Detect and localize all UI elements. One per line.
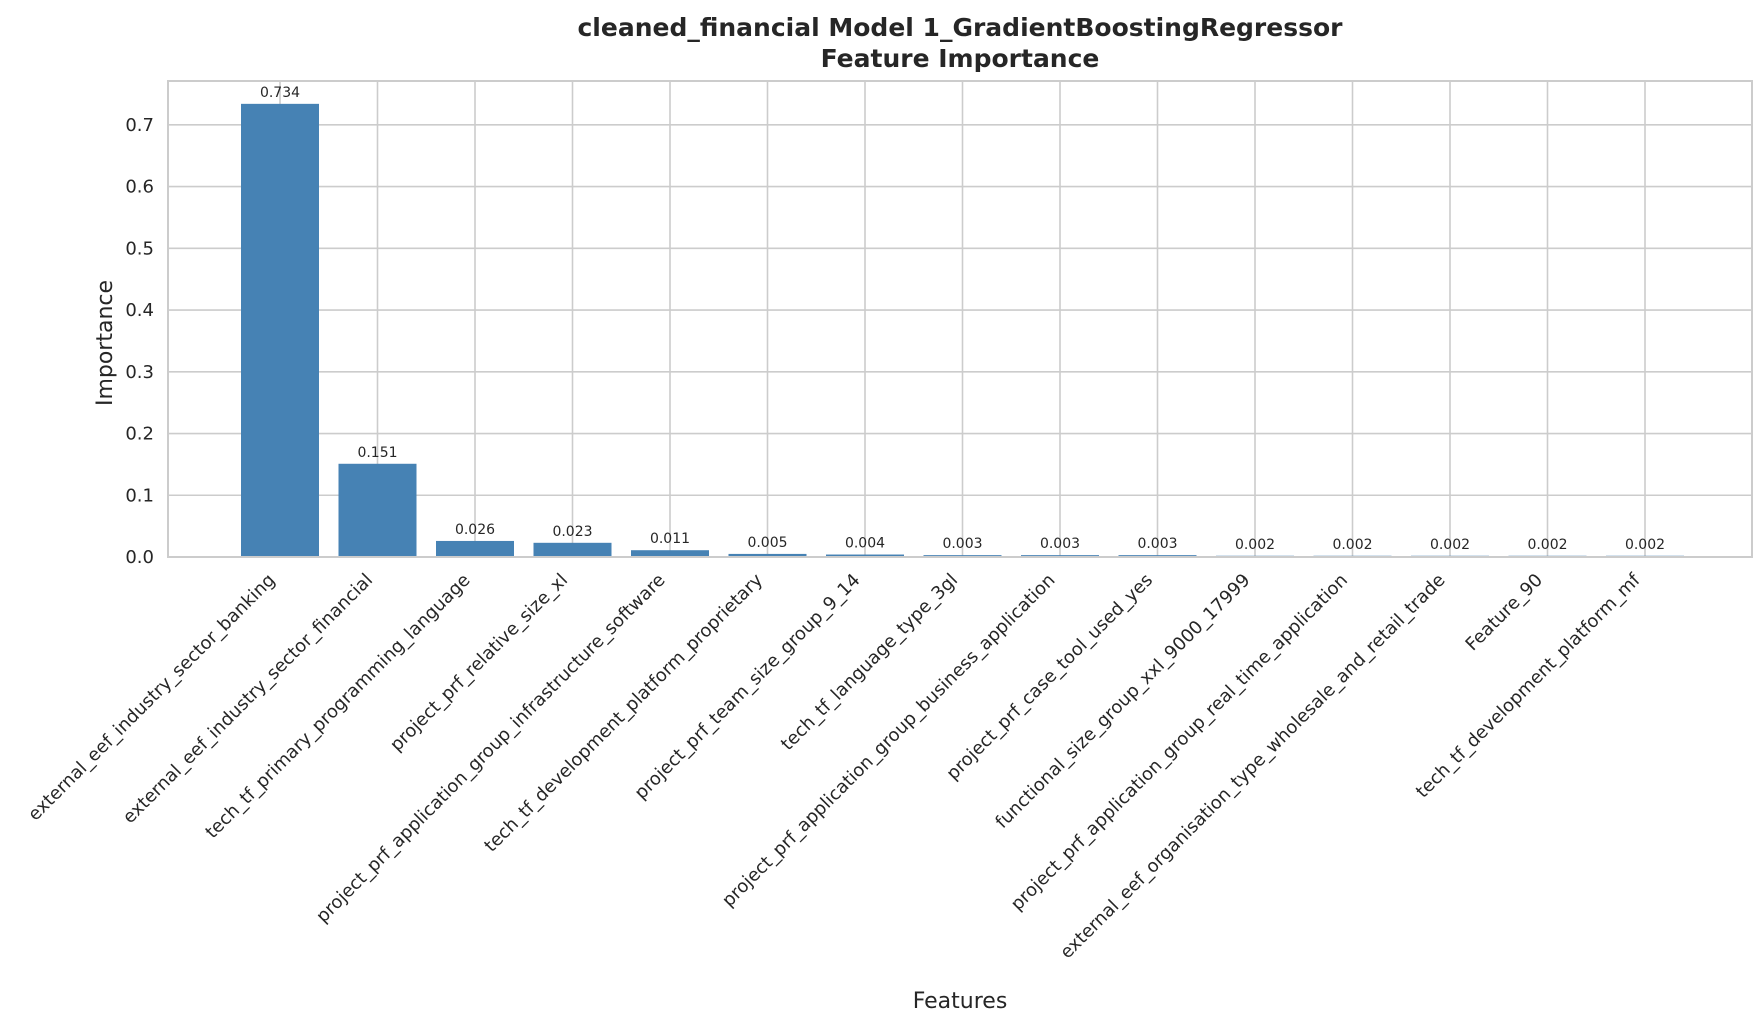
data-label: 0.004 [845, 536, 885, 552]
data-label: 0.002 [1430, 537, 1470, 553]
bar-project_prf_team_size_group_9_14 [826, 554, 904, 557]
chart-title-line2: Feature Importance [821, 44, 1100, 73]
y-tick-label: 0.1 [125, 485, 154, 506]
x-tick-label: project_prf_case_tool_used_yes [942, 570, 1157, 785]
y-axis-label: Importance [93, 280, 118, 406]
data-label: 0.002 [1332, 537, 1372, 553]
x-tick-layer: external_eef_industry_sector_bankingexte… [24, 569, 1645, 963]
grid-layer [168, 81, 1752, 558]
data-label: 0.011 [650, 531, 690, 547]
data-label: 0.003 [1137, 536, 1177, 552]
bar-tech_tf_development_platform_proprietary [728, 553, 807, 557]
bar-project_prf_application_group_infrastructure_software [631, 550, 709, 557]
bar-external_eef_industry_sector_banking [241, 103, 319, 557]
x-tick-label: Feature_90 [1462, 570, 1548, 656]
data-label: 0.151 [357, 445, 397, 461]
y-tick-label: 0.3 [125, 362, 154, 383]
y-tick-label: 0.7 [125, 115, 154, 136]
bar-layer [241, 103, 1684, 557]
data-label: 0.002 [1625, 537, 1665, 553]
y-tick-label: 0.5 [125, 238, 154, 259]
y-tick-layer: 0.0 0.1 0.2 0.3 0.4 0.5 0.6 0.7 [125, 115, 154, 568]
data-label: 0.002 [1235, 537, 1275, 553]
x-tick-label: tech_tf_development_platform_mf [1412, 569, 1645, 802]
plot-frame [167, 80, 1753, 558]
y-tick-label: 0.0 [125, 547, 154, 568]
data-label: 0.005 [747, 535, 787, 551]
data-label: 0.003 [942, 536, 982, 552]
x-tick-label: tech_tf_language_type_3gl [777, 570, 962, 755]
x-tick-label: external_eef_organisation_type_wholesale… [1056, 570, 1449, 963]
bar-external_eef_industry_sector_financial [338, 463, 417, 557]
label-layer: 0.734 0.151 0.026 0.023 0.011 0.005 0.004 0.003… [260, 85, 1665, 553]
x-axis-label: Features [913, 989, 1008, 1014]
data-label: 0.003 [1040, 536, 1080, 552]
data-label: 0.734 [260, 85, 300, 101]
x-tick-label: project_prf_relative_size_xl [386, 570, 572, 756]
data-label: 0.023 [552, 524, 592, 540]
data-label: 0.026 [455, 522, 495, 538]
x-tick-label: project_prf_application_group_real_time_… [1007, 570, 1352, 915]
y-tick-label: 0.6 [125, 177, 154, 198]
y-tick-label: 0.4 [125, 300, 154, 321]
x-tick-label: project_prf_application_group_infrastruc… [312, 570, 669, 927]
data-label: 0.002 [1527, 537, 1567, 553]
chart-title-line1: cleaned_financial Model 1_GradientBoosti… [577, 13, 1343, 42]
x-tick-label: project_prf_application_group_business_a… [718, 570, 1059, 911]
bar-tech_tf_primary_programming_language [436, 540, 514, 557]
bar-project_prf_relative_size_xl [533, 542, 612, 557]
y-tick-label: 0.2 [125, 424, 154, 445]
